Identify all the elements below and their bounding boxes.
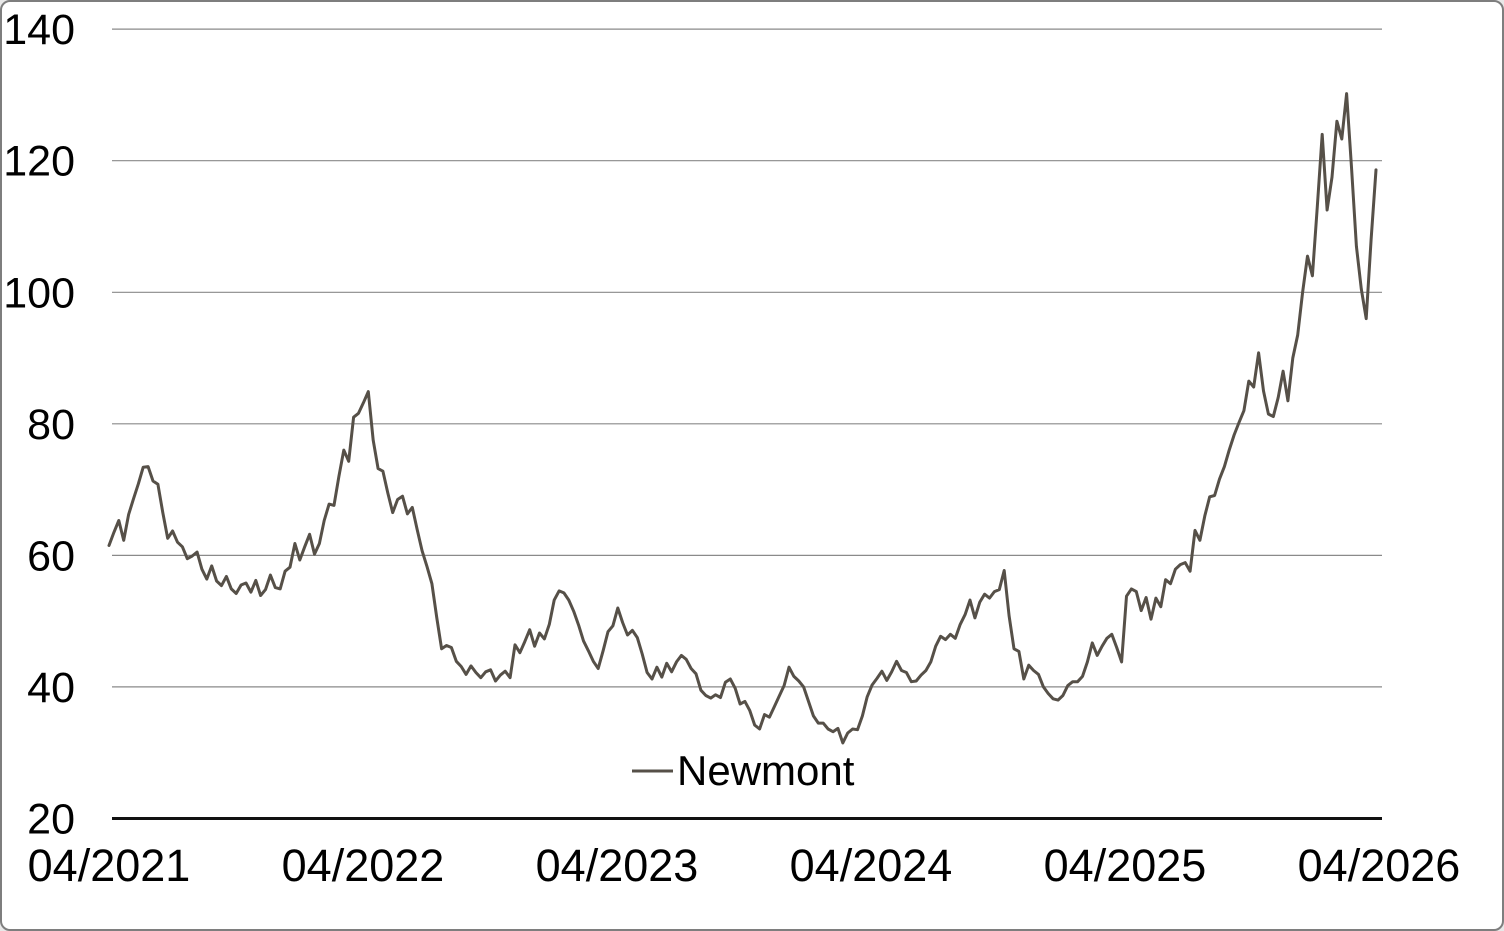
y-axis-label: 140 [3,6,75,54]
grid-layer [112,28,1382,820]
series-layer [107,92,1378,745]
y-axis-label: 40 [27,664,75,712]
x-axis-label: 04/2025 [1044,840,1207,891]
x-axis-label: 04/2023 [536,840,699,891]
legend-label: Newmont [677,747,855,794]
y-axis-label: 100 [3,269,75,317]
y-axis-label: 120 [3,138,75,186]
y-axis-label: 80 [27,401,75,449]
x-axis-label: 04/2024 [790,840,953,891]
x-axis-label: 04/2022 [282,840,445,891]
x-axis-label: 04/2026 [1298,840,1461,891]
y-axis-label: 60 [27,532,75,580]
legend: Newmont [632,747,855,794]
newmont-price-line [107,92,1378,745]
y-axis-label: 20 [27,796,75,844]
x-axis-label: 04/2021 [28,840,191,891]
